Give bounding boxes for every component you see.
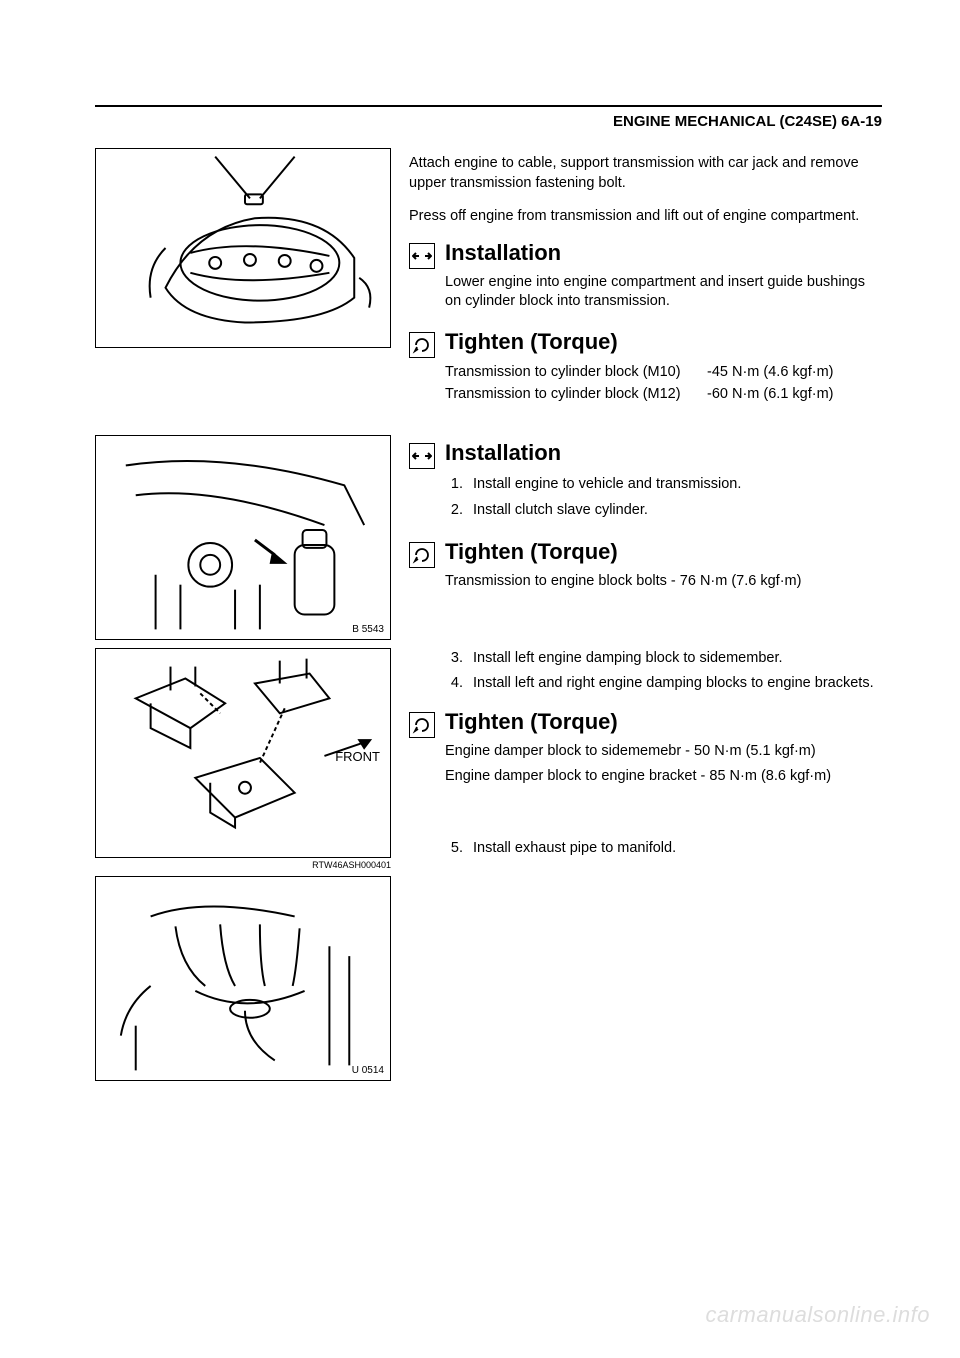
install-icon xyxy=(409,443,435,469)
step-list: Install exhaust pipe to manifold. xyxy=(445,837,882,860)
torque-label: Transmission to cylinder block (M10) xyxy=(445,362,707,384)
torque-row: Transmission to cylinder block (M10) -45… xyxy=(445,362,882,384)
section-title: Tighten (Torque) xyxy=(445,710,618,734)
figure-under-caption: RTW46ASH000401 xyxy=(95,860,391,870)
torque-icon xyxy=(409,542,435,568)
section-title: Tighten (Torque) xyxy=(445,540,618,564)
header-rule xyxy=(95,105,882,107)
section-title: Tighten (Torque) xyxy=(445,330,618,354)
step-item: Install left engine damping block to sid… xyxy=(467,647,882,670)
figure-engine-lift xyxy=(95,148,391,348)
step-list: Install left engine damping block to sid… xyxy=(445,647,882,695)
section-title: Installation xyxy=(445,241,561,265)
watermark: carmanualsonline.info xyxy=(705,1302,930,1328)
page-header: ENGINE MECHANICAL (C24SE) 6A-19 xyxy=(95,113,882,130)
torque-icon xyxy=(409,712,435,738)
right-col-2: Installation Install engine to vehicle a… xyxy=(409,435,882,1081)
torque-value: -60 N·m (6.1 kgf·m) xyxy=(707,384,882,406)
row-2: B 5543 xyxy=(95,435,882,1081)
install-icon xyxy=(409,243,435,269)
figure-caption: B 5543 xyxy=(352,624,384,635)
step-item: Install clutch slave cylinder. xyxy=(467,499,882,522)
installation-header: Installation xyxy=(409,241,882,269)
left-col-2: B 5543 xyxy=(95,435,391,1081)
step-item: Install exhaust pipe to manifold. xyxy=(467,837,882,860)
tighten-header: Tighten (Torque) xyxy=(409,710,882,738)
paragraph: Attach engine to cable, support transmis… xyxy=(409,154,882,193)
torque-icon xyxy=(409,332,435,358)
section-body: Engine damper block to sidememebr - 50 N… xyxy=(445,742,882,762)
tighten-header: Tighten (Torque) xyxy=(409,540,882,568)
torque-row: Transmission to cylinder block (M12) -60… xyxy=(445,384,882,406)
figure-slave-cylinder: B 5543 xyxy=(95,435,391,640)
section-body: Engine damper block to engine bracket - … xyxy=(445,767,882,787)
right-col-1: Attach engine to cable, support transmis… xyxy=(409,148,882,415)
figure-damping-blocks: FRONT xyxy=(95,648,391,858)
tighten-header: Tighten (Torque) xyxy=(409,330,882,358)
section-title: Installation xyxy=(445,441,561,465)
torque-block: Transmission to cylinder block (M10) -45… xyxy=(445,362,882,406)
page: ENGINE MECHANICAL (C24SE) 6A-19 xyxy=(0,0,960,1358)
step-item: Install left and right engine damping bl… xyxy=(467,672,882,695)
installation-header: Installation xyxy=(409,441,882,469)
left-col-1 xyxy=(95,148,391,415)
front-label: FRONT xyxy=(335,749,380,764)
paragraph: Press off engine from transmission and l… xyxy=(409,207,882,227)
figure-exhaust-manifold: U 0514 xyxy=(95,876,391,1081)
step-list: Install engine to vehicle and transmissi… xyxy=(445,473,882,521)
step-item: Install engine to vehicle and transmissi… xyxy=(467,473,882,496)
torque-value: -45 N·m (4.6 kgf·m) xyxy=(707,362,882,384)
figure-caption: U 0514 xyxy=(352,1065,384,1076)
row-1: Attach engine to cable, support transmis… xyxy=(95,148,882,415)
section-body: Transmission to engine block bolts - 76 … xyxy=(445,572,882,592)
section-body: Lower engine into engine compartment and… xyxy=(445,273,882,312)
torque-label: Transmission to cylinder block (M12) xyxy=(445,384,707,406)
